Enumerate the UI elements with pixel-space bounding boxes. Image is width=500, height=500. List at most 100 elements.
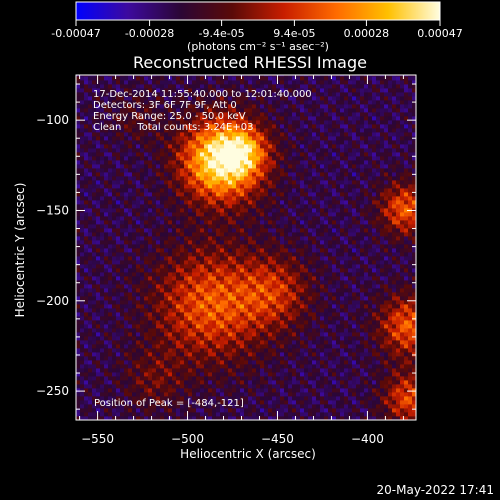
heatmap-cell	[328, 260, 333, 265]
heatmap-cell	[156, 220, 161, 225]
heatmap-cell	[144, 380, 149, 385]
heatmap-cell	[196, 196, 201, 201]
heatmap-cell	[252, 376, 257, 381]
heatmap-cell	[204, 408, 209, 413]
heatmap-cell	[384, 200, 389, 205]
heatmap-cell	[380, 340, 385, 345]
heatmap-cell	[176, 196, 181, 201]
heatmap-cell	[264, 196, 269, 201]
heatmap-cell	[268, 408, 273, 413]
heatmap-cell	[196, 236, 201, 241]
heatmap-cell	[236, 340, 241, 345]
heatmap-cell	[140, 412, 145, 417]
heatmap-cell	[172, 280, 177, 285]
heatmap-cell	[112, 228, 117, 233]
heatmap-cell	[400, 408, 405, 413]
heatmap-cell	[284, 340, 289, 345]
heatmap-cell	[176, 396, 181, 401]
heatmap-cell	[388, 364, 393, 369]
heatmap-cell	[240, 400, 245, 405]
heatmap-cell	[236, 320, 241, 325]
heatmap-cell	[396, 340, 401, 345]
heatmap-cell	[412, 260, 416, 265]
heatmap-cell	[396, 380, 401, 385]
heatmap-cell	[180, 300, 185, 305]
heatmap-cell	[344, 368, 349, 373]
heatmap-cell	[156, 196, 161, 201]
heatmap-cell	[392, 356, 397, 361]
heatmap-cell	[152, 264, 157, 269]
heatmap-cell	[180, 280, 185, 285]
heatmap-cell	[276, 328, 281, 333]
heatmap-cell	[116, 332, 121, 337]
heatmap-cell	[104, 304, 109, 309]
heatmap-cell	[116, 212, 121, 217]
heatmap-cell	[116, 380, 121, 385]
heatmap-cell	[400, 376, 405, 381]
heatmap-cell	[392, 348, 397, 353]
heatmap-cell	[132, 292, 137, 297]
heatmap-cell	[332, 228, 337, 233]
heatmap-cell	[108, 196, 113, 201]
heatmap-cell	[388, 192, 393, 197]
heatmap-cell	[140, 204, 145, 209]
heatmap-cell	[196, 312, 201, 317]
heatmap-cell	[200, 224, 205, 229]
heatmap-cell	[264, 192, 269, 197]
heatmap-cell	[408, 316, 413, 321]
heatmap-cell	[156, 272, 161, 277]
heatmap-cell	[384, 208, 389, 213]
heatmap-cell	[152, 304, 157, 309]
heatmap-cell	[208, 212, 213, 217]
heatmap-cell	[196, 248, 201, 253]
heatmap-cell	[300, 348, 305, 353]
heatmap-cell	[328, 408, 333, 413]
heatmap-cell	[292, 192, 297, 197]
heatmap-cell	[340, 284, 345, 289]
heatmap-cell	[300, 356, 305, 361]
heatmap-cell	[100, 384, 105, 389]
heatmap-cell	[228, 240, 233, 245]
heatmap-cell	[252, 332, 257, 337]
heatmap-cell	[372, 352, 377, 357]
heatmap-cell	[120, 240, 125, 245]
heatmap-cell	[268, 300, 273, 305]
heatmap-cell	[312, 372, 317, 377]
heatmap-cell	[168, 312, 173, 317]
heatmap-cell	[88, 248, 93, 253]
heatmap-cell	[376, 248, 381, 253]
heatmap-cell	[388, 284, 393, 289]
heatmap-cell	[400, 256, 405, 261]
heatmap-cell	[220, 364, 225, 369]
heatmap-cell	[148, 224, 153, 229]
heatmap-cell	[360, 300, 365, 305]
heatmap-cell	[76, 308, 81, 313]
heatmap-cell	[276, 224, 281, 229]
heatmap-cell	[104, 308, 109, 313]
heatmap-cell	[296, 404, 301, 409]
heatmap-cell	[132, 412, 137, 417]
heatmap-cell	[176, 248, 181, 253]
heatmap-cell	[148, 280, 153, 285]
heatmap-cell	[92, 292, 97, 297]
heatmap-cell	[232, 196, 237, 201]
heatmap-cell	[96, 356, 101, 361]
heatmap-cell	[236, 316, 241, 321]
heatmap-cell	[188, 380, 193, 385]
heatmap-cell	[412, 200, 416, 205]
heatmap-cell	[232, 372, 237, 377]
heatmap-cell	[276, 192, 281, 197]
heatmap-cell	[76, 252, 81, 257]
heatmap-cell	[400, 292, 405, 297]
heatmap-cell	[204, 240, 209, 245]
heatmap-cell	[332, 304, 337, 309]
heatmap-cell	[160, 388, 165, 393]
heatmap-cell	[320, 204, 325, 209]
heatmap-cell	[284, 300, 289, 305]
heatmap-cell	[404, 260, 409, 265]
heatmap-cell	[204, 284, 209, 289]
heatmap-cell	[252, 296, 257, 301]
heatmap-cell	[80, 256, 85, 261]
heatmap-cell	[360, 348, 365, 353]
heatmap-cell	[308, 300, 313, 305]
